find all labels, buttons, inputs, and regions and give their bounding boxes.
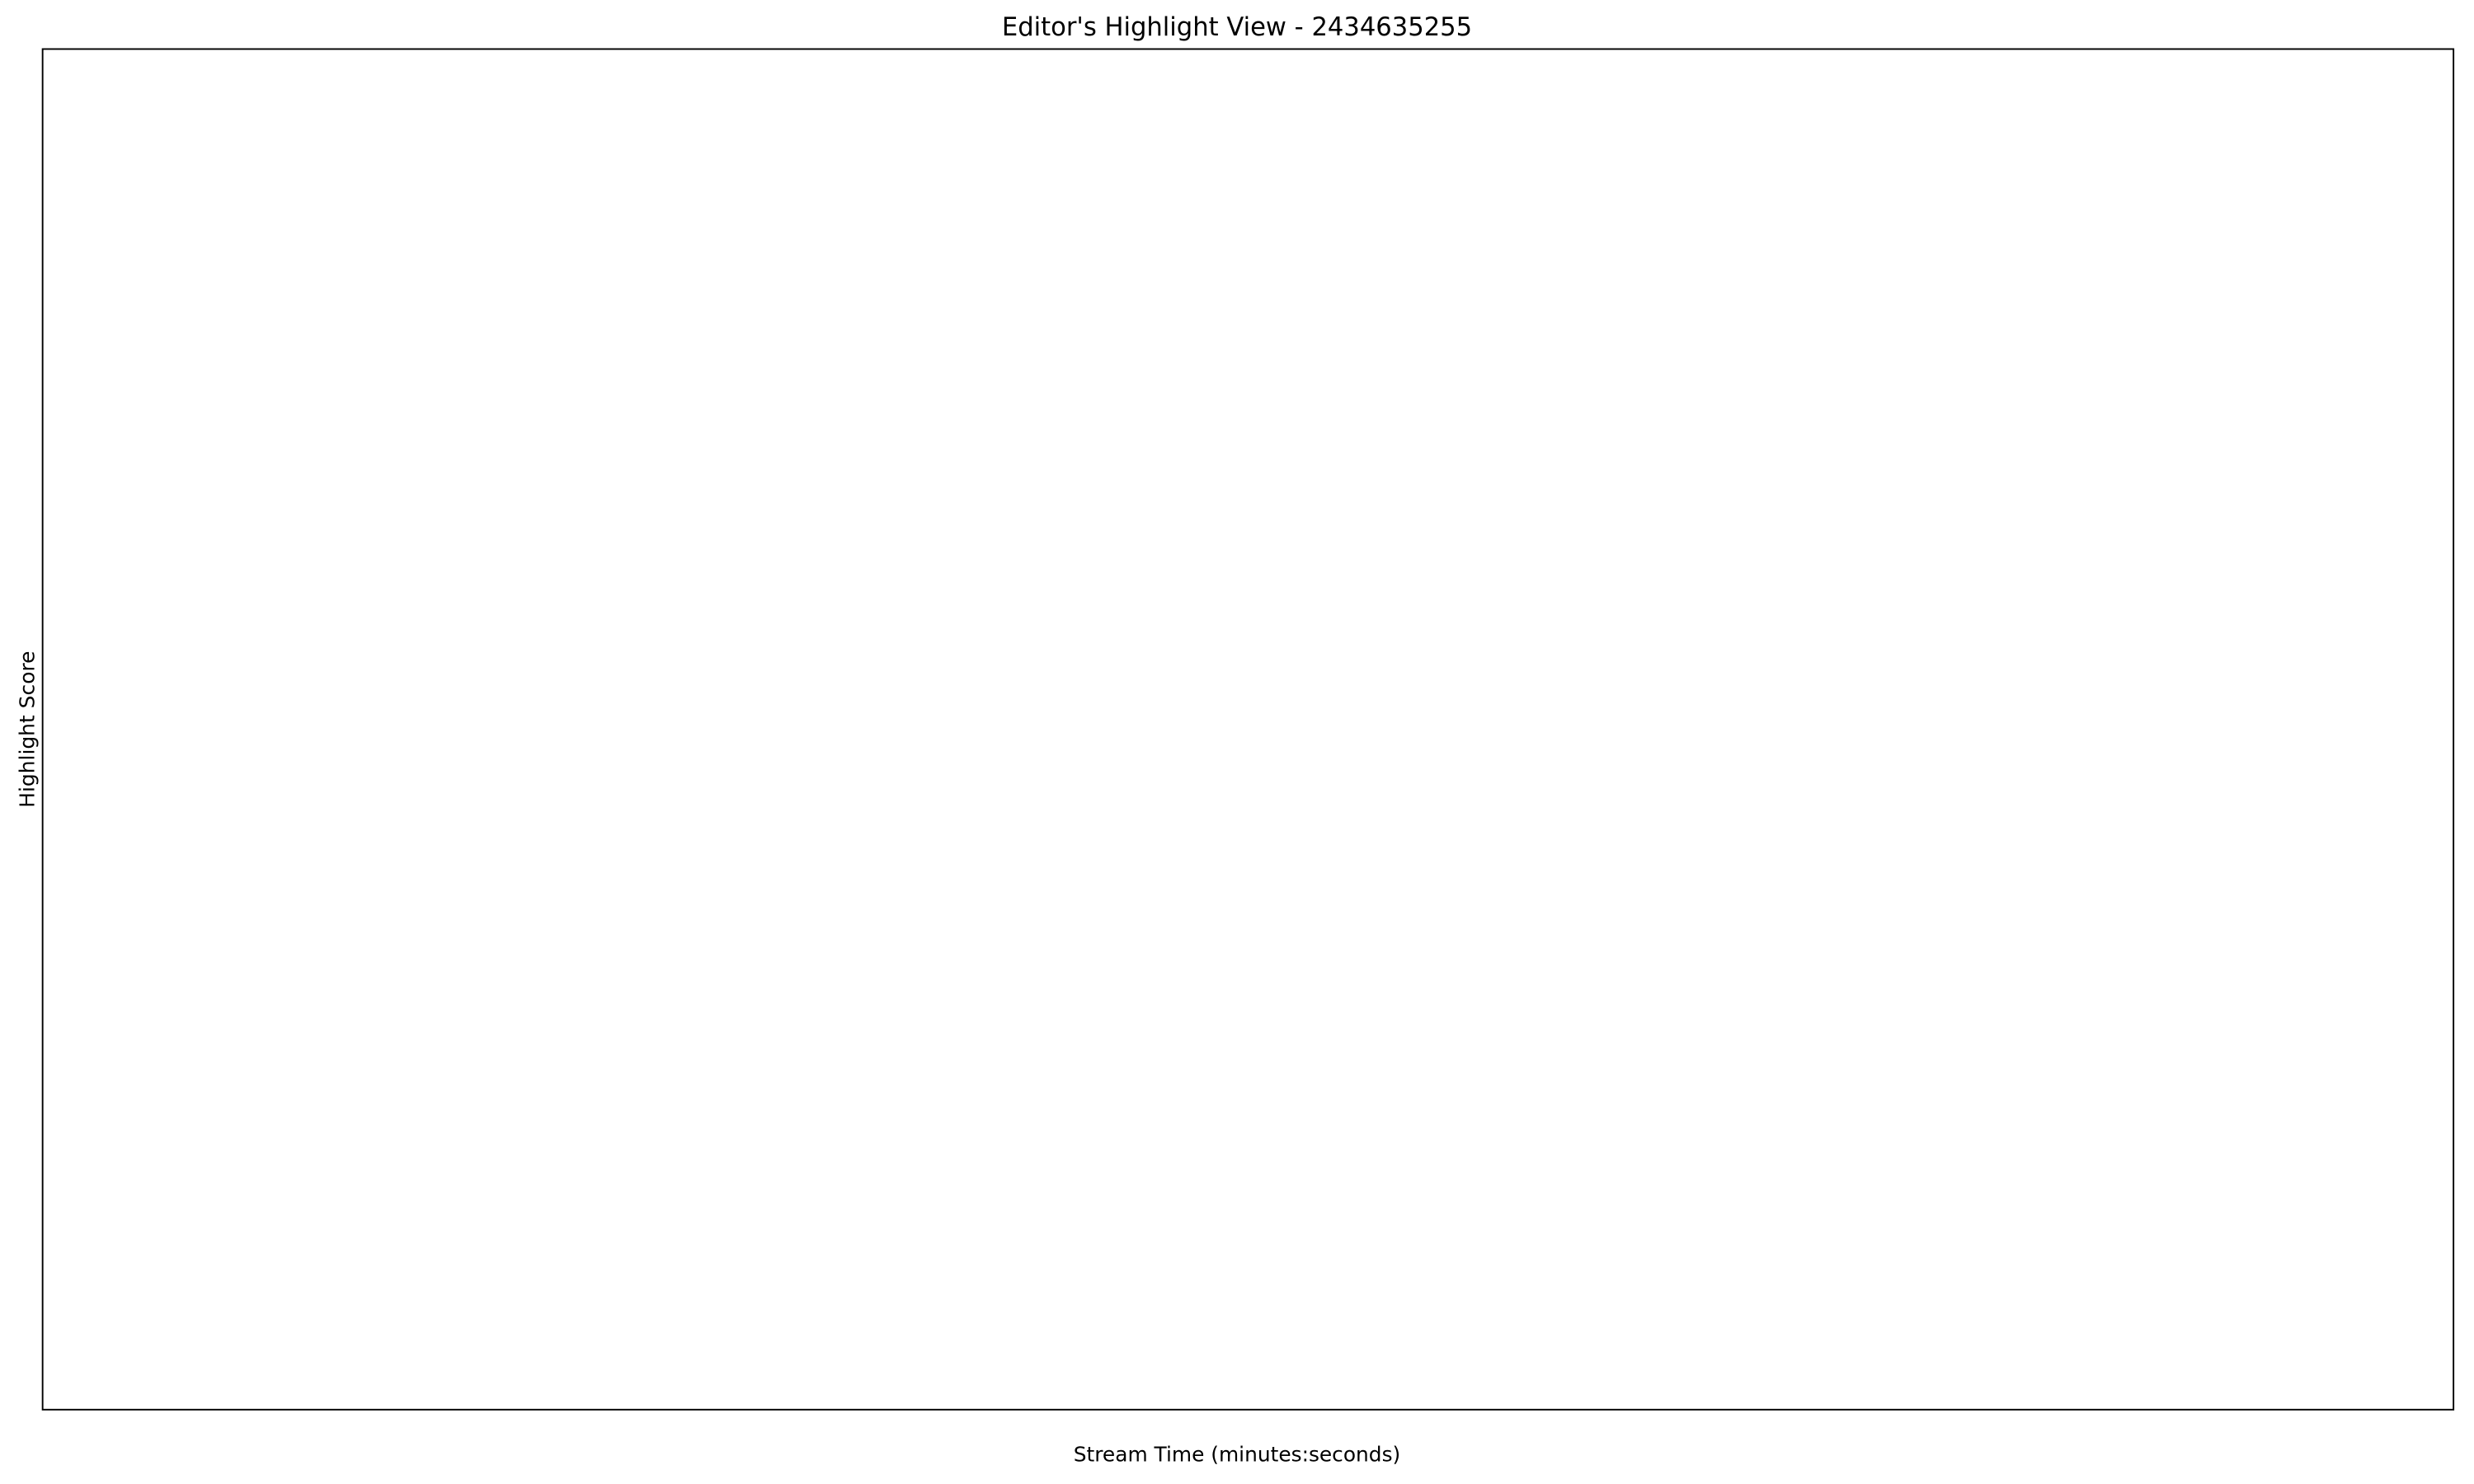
chart-title: Editor's Highlight View - 2434635255 bbox=[1002, 13, 1472, 42]
plot-frame bbox=[41, 48, 2455, 1411]
x-axis-label: Stream Time (minutes:seconds) bbox=[1074, 1442, 1401, 1466]
y-axis-label: Highlight Score bbox=[15, 651, 39, 808]
